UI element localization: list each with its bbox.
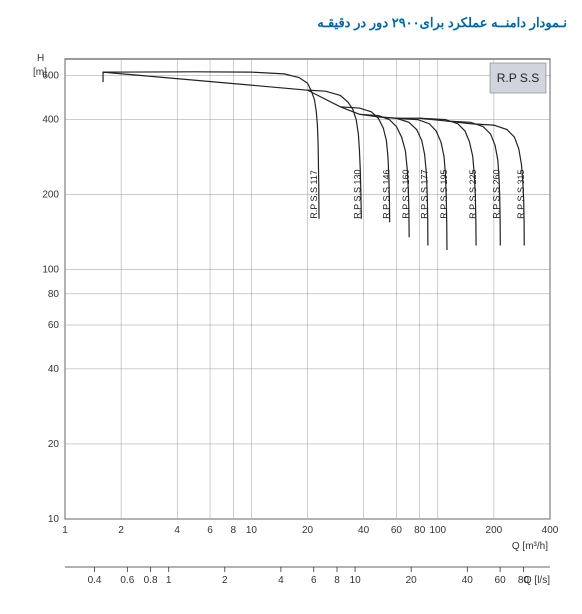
x-tick-label: 20	[302, 525, 314, 536]
x-tick-label: 60	[391, 525, 403, 536]
curve-label: R.P S.S 195	[439, 169, 449, 218]
curve-label: R.P S.S 117	[309, 170, 319, 219]
x-tick-label: 400	[542, 525, 559, 536]
x-tick-label: 80	[414, 525, 426, 536]
chart-area: 1020406080100200400600124681020406080100…	[15, 39, 567, 599]
curve-label: R.P S.S 177	[419, 169, 429, 218]
y-tick-label: 200	[42, 190, 59, 201]
y-tick-label: 400	[42, 115, 59, 126]
x2-tick-label: 6	[311, 575, 317, 586]
curve-label: R.P S.S 225	[468, 169, 478, 218]
x-tick-label: 6	[207, 525, 213, 536]
x2-tick-label: 20	[406, 575, 418, 586]
x2-tick-label: 1	[166, 575, 172, 586]
y-tick-label: 20	[48, 439, 60, 450]
curve-label: R.P S.S 160	[401, 169, 411, 218]
x2-tick-label: 8	[334, 575, 340, 586]
x2-tick-label: 0.6	[120, 575, 134, 586]
curve-label: R.P S.S 146	[381, 169, 391, 218]
y-tick-label: 40	[48, 364, 60, 375]
y-tick-label: 60	[48, 320, 60, 331]
x2-tick-label: 40	[462, 575, 474, 586]
x-tick-label: 1	[62, 525, 68, 536]
x-tick-label: 100	[429, 525, 446, 536]
x2-tick-label: 2	[222, 575, 228, 586]
x-axis-primary-label: Q [m³/h]	[512, 541, 548, 552]
x-tick-label: 40	[358, 525, 370, 536]
series-badge-label: R.P S.S	[497, 71, 539, 85]
y-tick-label: 100	[42, 265, 59, 276]
x-tick-label: 8	[231, 525, 237, 536]
x2-tick-label: 60	[495, 575, 507, 586]
y-axis-unit: [m]	[33, 67, 47, 78]
y-tick-label: 10	[48, 514, 60, 525]
x-tick-label: 10	[246, 525, 258, 536]
x2-tick-label: 10	[350, 575, 362, 586]
curve-label: R.P S.S 315	[516, 169, 526, 218]
x2-tick-label: 4	[278, 575, 284, 586]
x2-tick-label: 0.8	[144, 575, 158, 586]
y-tick-label: 80	[48, 289, 60, 300]
x-tick-label: 2	[118, 525, 124, 536]
curve-label: R.P S.S 260	[492, 169, 502, 218]
y-axis-symbol: H	[37, 53, 44, 64]
x-axis-secondary-label: Q [l/s]	[524, 575, 550, 586]
curve-label: R.P S.S 130	[353, 169, 363, 218]
pump-curve-chart: 1020406080100200400600124681020406080100…	[15, 39, 567, 599]
chart-title: نـمودار دامنــه عملکرد برای۲۹۰۰ دور در د…	[15, 15, 567, 31]
x2-tick-label: 0.4	[88, 575, 102, 586]
x-tick-label: 200	[486, 525, 503, 536]
x-tick-label: 4	[174, 525, 180, 536]
